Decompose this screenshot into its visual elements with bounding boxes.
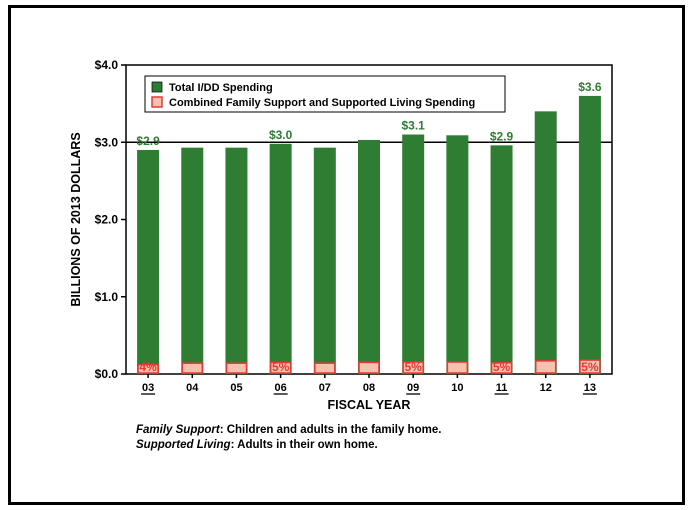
bar-family-support-03	[137, 363, 159, 374]
bar-family-support-09	[402, 361, 424, 374]
data-label-family-support-03: 4%	[139, 360, 157, 374]
x-tick-label: 12	[540, 382, 552, 394]
footnote-text-supported-living: : Adults in their own home.	[230, 439, 378, 451]
legend-label-family-support: Combined Family Support and Supported Li…	[169, 97, 475, 109]
bar-family-support-10	[446, 361, 469, 374]
y-tick-label: $0.0	[95, 367, 119, 381]
y-tick-label: $4.0	[95, 58, 119, 72]
bar-total-05	[225, 147, 248, 374]
x-tick-label: 11	[496, 382, 508, 394]
footnotes: Family Support: Children and adults in t…	[136, 423, 441, 453]
x-tick-label: 08	[363, 382, 375, 394]
x-tick-label: 03	[142, 382, 154, 394]
bar-family-support-07	[314, 362, 336, 374]
bar-total-10	[446, 135, 469, 374]
bar-family-support-05	[225, 362, 248, 374]
footnote-supported-living: Supported Living: Adults in their own ho…	[136, 438, 441, 453]
footnote-family-support: Family Support: Children and adults in t…	[136, 423, 441, 438]
bar-total-08	[358, 139, 380, 374]
bar-family-support-13	[579, 359, 601, 374]
x-axis-title: FISCAL YEAR	[328, 398, 411, 412]
data-label-total-06: $3.0	[269, 128, 293, 142]
y-tick-label: $1.0	[95, 290, 119, 304]
data-label-total-13: $3.6	[578, 80, 602, 94]
bar-total-12	[534, 111, 557, 374]
legend-label-total: Total I/DD Spending	[169, 82, 273, 94]
bar-total-09	[402, 134, 425, 374]
x-tick-label: 07	[319, 382, 331, 394]
bar-family-support-04	[181, 362, 204, 374]
bar-total-11	[490, 145, 513, 374]
footnote-term-supported-living: Supported Living	[136, 439, 231, 451]
y-tick-label: $3.0	[95, 135, 119, 149]
x-tick-label: 13	[584, 382, 596, 394]
bar-total-07	[313, 147, 336, 374]
footnote-text-family-support: : Children and adults in the family home…	[219, 424, 442, 436]
data-label-family-support-06: 5%	[272, 360, 290, 374]
legend-swatch-family-support	[151, 96, 163, 108]
data-label-family-support-11: 5%	[493, 360, 511, 374]
chart-frame: $0.0 $1.0 $2.0 $3.0 $4.0 $2.9 4% 03 04 05 $3.0 5% 06…	[8, 5, 685, 505]
bar-family-support-12	[534, 360, 557, 374]
x-tick-label: 06	[275, 382, 287, 394]
y-axis-title: BILLIONS OF 2013 DOLLARS	[69, 132, 83, 306]
x-tick-label: 09	[407, 382, 419, 394]
footnote-term-family-support: Family Support	[136, 424, 220, 436]
data-label-family-support-09: 5%	[405, 360, 423, 374]
legend-swatch-total	[151, 81, 163, 93]
bar-total-06	[269, 143, 292, 374]
data-label-total-03: $2.9	[136, 134, 160, 148]
legend	[144, 75, 506, 113]
data-label-total-11: $2.9	[490, 129, 514, 143]
bar-family-support-08	[358, 361, 380, 374]
bar-total-04	[181, 147, 204, 374]
bar-total-13	[578, 95, 601, 375]
x-tick-label: 04	[186, 382, 199, 394]
bar-total-03	[137, 149, 160, 374]
bar-family-support-06	[269, 361, 292, 374]
x-tick-label: 05	[230, 382, 242, 394]
y-tick-label: $2.0	[95, 213, 119, 227]
x-tick-label: 10	[451, 382, 463, 394]
bar-family-support-11	[490, 362, 513, 374]
data-label-family-support-13: 5%	[581, 360, 599, 374]
data-label-total-09: $3.1	[402, 119, 426, 133]
bar-chart: $0.0 $1.0 $2.0 $3.0 $4.0 $2.9 4% 03 04 05 $3.0 5% 06…	[69, 58, 613, 412]
